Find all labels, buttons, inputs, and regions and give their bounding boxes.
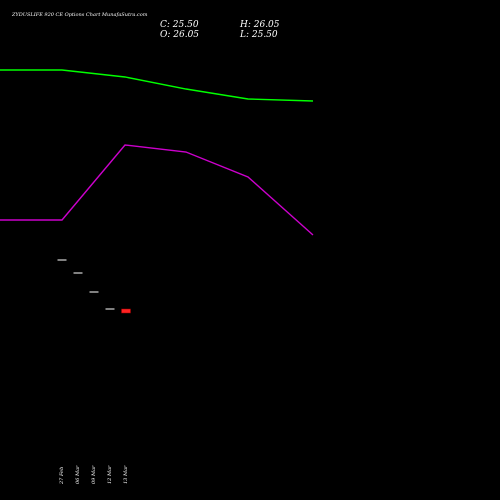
x-tick-label: 13 Mar bbox=[123, 465, 129, 484]
ohlc-high: H: 26.05 bbox=[239, 20, 280, 30]
x-tick-label: 06 Mar bbox=[75, 465, 81, 484]
ohlc-low: L: 25.50 bbox=[239, 30, 278, 40]
chart-title: ZYDUSLIFE 920 CE Options Chart MunafaSut… bbox=[11, 12, 148, 18]
series-line-1 bbox=[0, 144, 314, 236]
ohlc-close: C: 25.50 bbox=[160, 20, 199, 30]
series-layer bbox=[0, 69, 314, 236]
candle-4 bbox=[121, 308, 131, 314]
candle-layer bbox=[57, 259, 131, 314]
series-line-0 bbox=[0, 69, 314, 102]
x-axis-ticks: 27 Feb 06 Mar 09 Mar 12 Mar 13 Mar bbox=[59, 465, 129, 485]
x-tick-label: 27 Feb bbox=[59, 467, 65, 485]
ohlc-open: O: 26.05 bbox=[160, 30, 199, 40]
x-tick-label: 09 Mar bbox=[91, 465, 97, 484]
x-tick-label: 12 Mar bbox=[107, 465, 113, 484]
